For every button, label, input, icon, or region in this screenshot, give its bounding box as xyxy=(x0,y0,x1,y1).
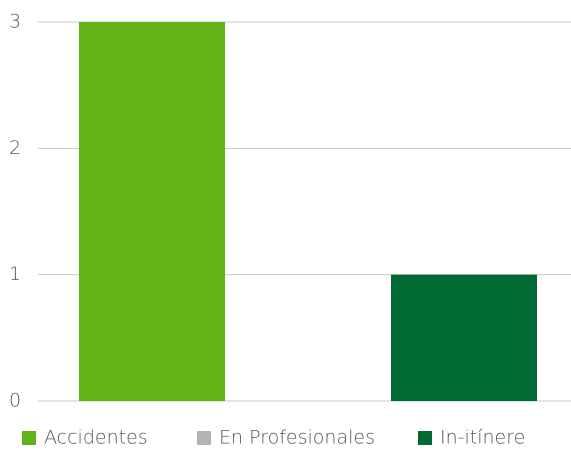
legend-label: In-itínere xyxy=(440,427,525,449)
legend-swatch xyxy=(22,431,36,445)
legend-swatch xyxy=(197,431,211,445)
legend-label: Accidentes xyxy=(44,427,148,449)
y-tick-label: 1 xyxy=(9,263,21,285)
bar xyxy=(79,22,225,401)
y-tick-label: 3 xyxy=(9,11,21,33)
bar xyxy=(391,274,537,401)
legend-swatch xyxy=(418,431,432,445)
y-tick-label: 2 xyxy=(9,137,21,159)
legend-label: En Profesionales xyxy=(219,427,375,449)
y-tick-label: 0 xyxy=(9,390,21,412)
